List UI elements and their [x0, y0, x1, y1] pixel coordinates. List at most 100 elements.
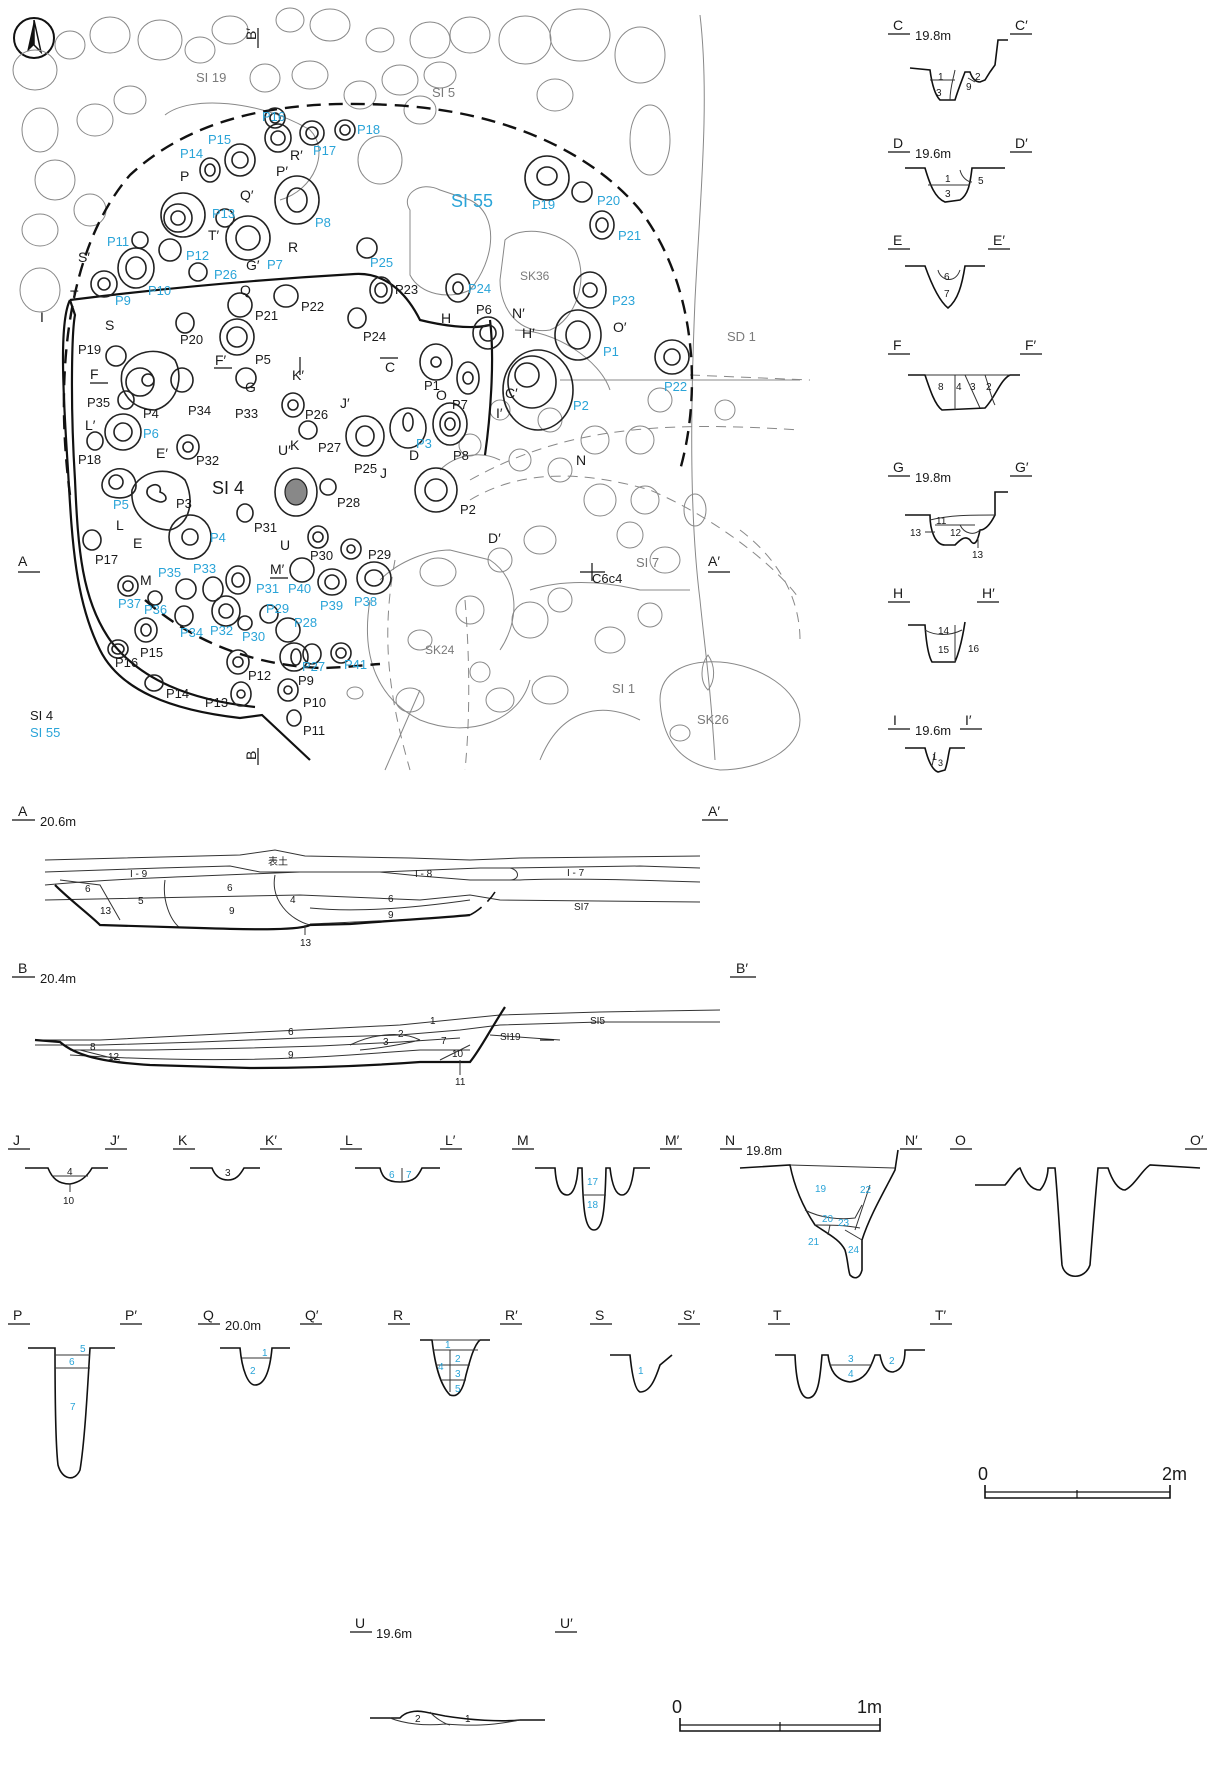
- layer-label: 3: [455, 1369, 461, 1380]
- pit-outlines: [82, 107, 690, 727]
- layer-label: 20: [822, 1214, 834, 1225]
- legend-si4: SI 4: [30, 708, 53, 723]
- section-o: O O′: [950, 1132, 1207, 1278]
- section-u-label: U: [355, 1615, 365, 1631]
- layer-label: 8: [938, 382, 944, 393]
- pit-label: P3: [416, 436, 432, 451]
- pit-label: P26: [214, 267, 237, 282]
- section-n-label: N: [725, 1132, 735, 1148]
- plan-section-i: I: [40, 309, 44, 325]
- section-f: F F′ 8 4 3 2: [888, 337, 1042, 411]
- plan-section-o-prime: O′: [613, 319, 627, 335]
- layer-label: 5: [455, 1384, 461, 1395]
- section-k-label: K: [178, 1132, 188, 1148]
- pit-label: P7: [452, 397, 468, 412]
- pit-label: P13: [212, 206, 235, 221]
- layer-label: 6: [944, 272, 950, 283]
- layer-label: 2: [415, 1714, 421, 1725]
- section-k: K K′ 3: [173, 1132, 282, 1181]
- plan-section-t: T: [70, 287, 79, 303]
- layer-label: 17: [587, 1177, 599, 1188]
- pit-label: P3: [176, 496, 192, 511]
- section-s-prime-label: S′: [683, 1307, 695, 1323]
- plan-section-s-prime: S′: [78, 249, 90, 265]
- section-i-prime-label: I′: [965, 712, 972, 728]
- pit-label: P20: [597, 193, 620, 208]
- plan-section-e: E: [133, 535, 142, 551]
- pit-label: P10: [148, 283, 171, 298]
- section-m-label: M: [517, 1132, 529, 1148]
- pit-label: P31: [256, 581, 279, 596]
- section-p: P P′ 5 6 7: [8, 1307, 142, 1479]
- pit-label: P17: [313, 143, 336, 158]
- layer-label: 5: [80, 1344, 86, 1355]
- pit-label: P28: [294, 615, 317, 630]
- section-b-elevation: 20.4m: [40, 971, 76, 986]
- layer-label: 1: [932, 752, 937, 762]
- section-q-prime-label: Q′: [305, 1307, 319, 1323]
- layer-label: 7: [944, 289, 950, 300]
- layer-label: 19: [815, 1184, 827, 1195]
- legend-si55: SI 55: [30, 725, 60, 740]
- section-b: B 20.4m B′ 1 SI5 6 2 3 7 SI19 8 12 9 10 …: [12, 960, 756, 1088]
- pit-label: P27: [302, 659, 325, 674]
- section-r: R R′ 1 2 4 3 5: [388, 1307, 522, 1397]
- pit-label: P10: [303, 695, 326, 710]
- label-sd1: SD 1: [727, 329, 756, 344]
- scale-bar-large: 0 2m: [978, 1464, 1187, 1499]
- section-f-prime-label: F′: [1025, 337, 1037, 353]
- section-a-elevation: 20.6m: [40, 814, 76, 829]
- plan-section-m: M: [140, 572, 152, 588]
- plan-section-a-prime: A′: [708, 553, 720, 569]
- section-s: S S′ 1: [590, 1307, 700, 1393]
- layer-label: 4: [438, 1362, 444, 1373]
- section-n-prime-label: N′: [905, 1132, 918, 1148]
- section-g-label: G: [893, 459, 904, 475]
- pit-label: P14: [180, 146, 203, 161]
- section-j-label: J: [13, 1132, 20, 1148]
- layer-label: 1: [638, 1366, 644, 1377]
- section-q-elevation: 20.0m: [225, 1318, 261, 1333]
- section-o-label: O: [955, 1132, 966, 1148]
- pit-label: P33: [193, 561, 216, 576]
- layer-label: 18: [587, 1200, 599, 1211]
- section-a-prime-label: A′: [708, 803, 720, 819]
- section-c: C 19.8m C′ 1 2 3 9: [888, 17, 1032, 101]
- pit-label: P20: [180, 332, 203, 347]
- layer-label: 8: [90, 1042, 96, 1053]
- layer-label: 1: [938, 72, 944, 83]
- section-q: Q 20.0m Q′ 1 2: [198, 1307, 322, 1386]
- pit-label: P35: [87, 395, 110, 410]
- section-h-prime-label: H′: [982, 585, 995, 601]
- layer-label: 10: [452, 1049, 464, 1060]
- pit-label: P17: [95, 552, 118, 567]
- layer-label: 10: [63, 1196, 75, 1207]
- layer-label: 1: [445, 1340, 451, 1351]
- si55-outline: [62, 102, 694, 496]
- layer-label: 1: [430, 1016, 436, 1027]
- plan-section-d-prime: D′: [488, 530, 501, 546]
- label-grid-point: C6c4: [592, 571, 622, 586]
- section-l: L L′ 6 7: [340, 1132, 462, 1183]
- section-h: H H′ 14 15 16: [888, 585, 999, 663]
- pit-label: P11: [107, 234, 129, 249]
- layer-label: SI5: [590, 1016, 605, 1027]
- section-u-prime-label: U′: [560, 1615, 573, 1631]
- section-d-prime-label: D′: [1015, 135, 1028, 151]
- pit-label: P12: [186, 248, 209, 263]
- plan-section-r: R: [288, 239, 298, 255]
- pit-label: P37: [118, 596, 141, 611]
- pit-label: P27: [318, 440, 341, 455]
- section-g-elevation: 19.8m: [915, 470, 951, 485]
- section-t: T T′ 3 4 2: [768, 1307, 952, 1399]
- pit-label: P39: [320, 598, 343, 613]
- layer-label: I - 7: [567, 868, 585, 879]
- layer-label: 4: [290, 895, 296, 906]
- plan-section-l: L: [116, 517, 124, 533]
- layer-label: 7: [406, 1170, 412, 1181]
- layer-label: 13: [100, 906, 112, 917]
- pit-label: P18: [78, 452, 101, 467]
- plan-section-t-prime: T′: [208, 227, 220, 243]
- section-e-prime-label: E′: [993, 232, 1005, 248]
